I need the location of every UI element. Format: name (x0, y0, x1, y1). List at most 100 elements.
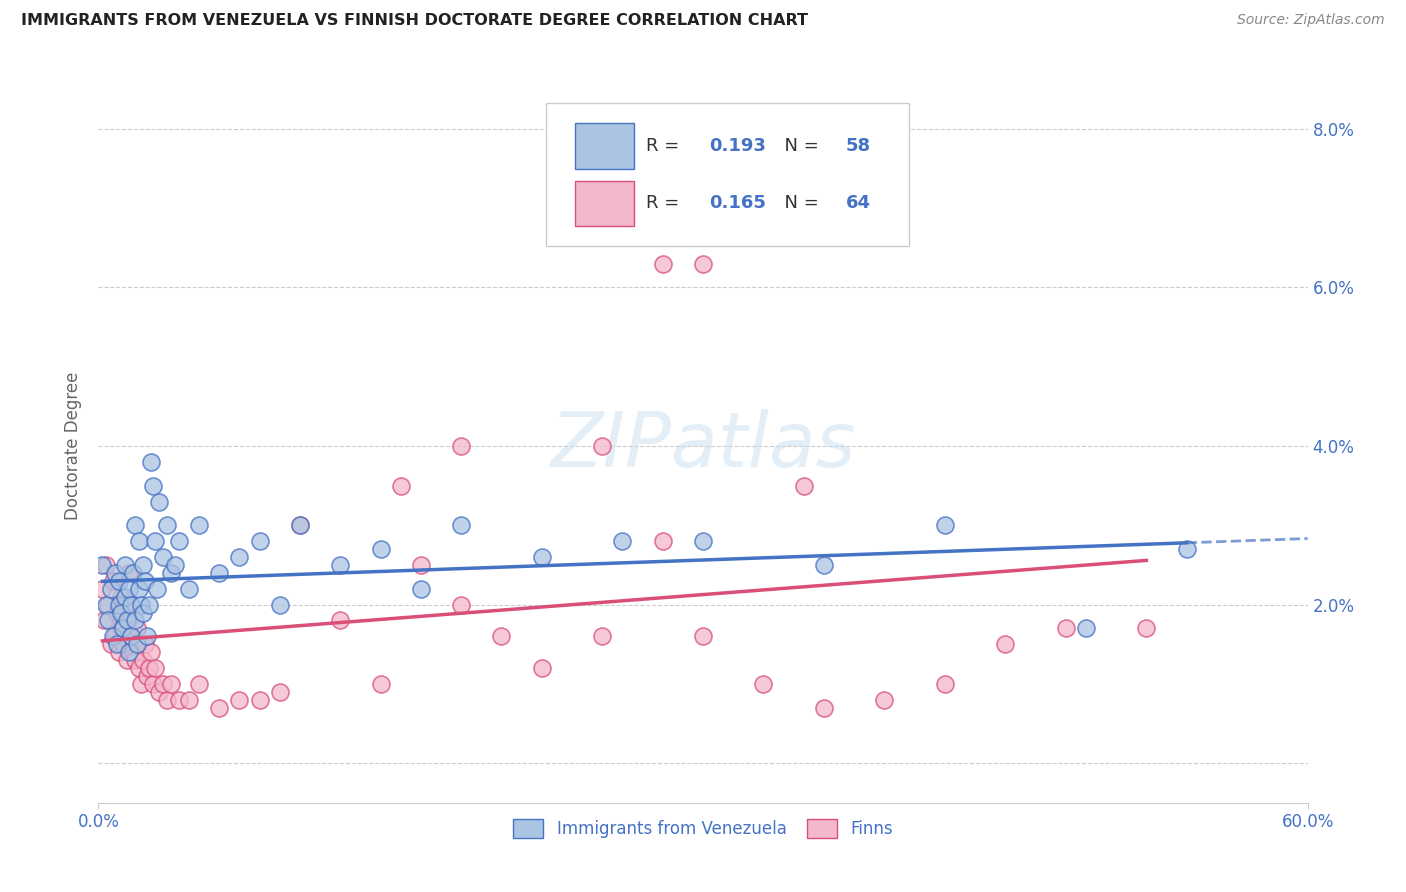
Point (115, 653, 138, 667)
Point (101, 574, 124, 588)
Point (249, 534, 271, 549)
Text: 0.193: 0.193 (709, 137, 766, 155)
Point (591, 629, 613, 643)
Point (179, 692, 201, 706)
Point (107, 645, 129, 659)
Point (288, 518, 311, 533)
Point (139, 645, 162, 659)
Text: ZIPatlas: ZIPatlas (550, 409, 856, 483)
Point (813, 700, 835, 714)
FancyBboxPatch shape (575, 123, 634, 169)
Point (692, 257, 714, 271)
Point (128, 582, 150, 596)
Point (143, 661, 166, 675)
Point (132, 558, 155, 572)
Text: R =: R = (647, 194, 685, 212)
Point (124, 518, 146, 533)
Point (873, 692, 896, 706)
Point (132, 606, 155, 620)
Point (93, 614, 115, 628)
Point (370, 542, 392, 557)
Point (329, 558, 352, 572)
Point (124, 653, 146, 667)
Point (994, 637, 1017, 651)
Point (114, 590, 136, 604)
Text: 64: 64 (845, 194, 870, 212)
Point (179, 582, 201, 596)
Point (129, 598, 152, 612)
Point (530, 661, 553, 675)
Point (228, 549, 250, 564)
Point (752, 677, 775, 691)
Point (110, 590, 132, 604)
Point (121, 566, 143, 580)
Point (188, 518, 211, 533)
Text: R =: R = (647, 137, 685, 155)
Point (107, 574, 129, 588)
Point (612, 534, 634, 549)
Point (129, 677, 152, 691)
Point (97, 614, 120, 628)
Point (160, 566, 183, 580)
Point (143, 534, 166, 549)
Point (208, 566, 231, 580)
Point (111, 637, 134, 651)
Point (134, 637, 156, 651)
Y-axis label: Doctorate Degree: Doctorate Degree (65, 372, 83, 520)
Point (100, 582, 122, 596)
Point (107, 598, 129, 612)
Point (138, 661, 160, 675)
Point (167, 692, 190, 706)
Point (156, 518, 179, 533)
Point (138, 598, 160, 612)
Point (110, 621, 132, 635)
Point (124, 614, 146, 628)
Point (409, 582, 432, 596)
Point (651, 534, 673, 549)
Point (160, 677, 183, 691)
Point (96, 558, 118, 572)
Point (148, 685, 170, 699)
Text: N =: N = (773, 137, 825, 155)
Point (409, 558, 432, 572)
Point (91, 558, 114, 572)
Point (118, 566, 141, 580)
Point (288, 518, 311, 533)
Point (228, 692, 250, 706)
Text: N =: N = (773, 194, 825, 212)
Point (450, 439, 472, 453)
Point (128, 534, 150, 549)
Text: 0.165: 0.165 (709, 194, 766, 212)
FancyBboxPatch shape (546, 103, 908, 246)
Point (135, 669, 157, 683)
Point (120, 598, 142, 612)
Point (793, 478, 815, 492)
Point (152, 677, 174, 691)
Point (188, 677, 211, 691)
Point (934, 677, 956, 691)
Point (114, 598, 136, 612)
Point (152, 549, 174, 564)
Point (114, 558, 136, 572)
Point (651, 257, 673, 271)
Point (132, 653, 155, 667)
Point (103, 629, 125, 643)
Point (692, 629, 714, 643)
Text: IMMIGRANTS FROM VENEZUELA VS FINNISH DOCTORATE DEGREE CORRELATION CHART: IMMIGRANTS FROM VENEZUELA VS FINNISH DOC… (21, 13, 808, 29)
Point (450, 518, 472, 533)
Point (813, 558, 835, 572)
Point (249, 692, 271, 706)
Point (135, 629, 157, 643)
Point (208, 700, 231, 714)
Point (389, 478, 412, 492)
Point (139, 455, 162, 469)
Point (128, 661, 150, 675)
Point (134, 574, 156, 588)
Text: Source: ZipAtlas.com: Source: ZipAtlas.com (1237, 13, 1385, 28)
Point (269, 598, 291, 612)
Point (128, 637, 150, 651)
Point (100, 637, 122, 651)
Point (329, 614, 352, 628)
Point (450, 598, 472, 612)
Point (118, 582, 141, 596)
